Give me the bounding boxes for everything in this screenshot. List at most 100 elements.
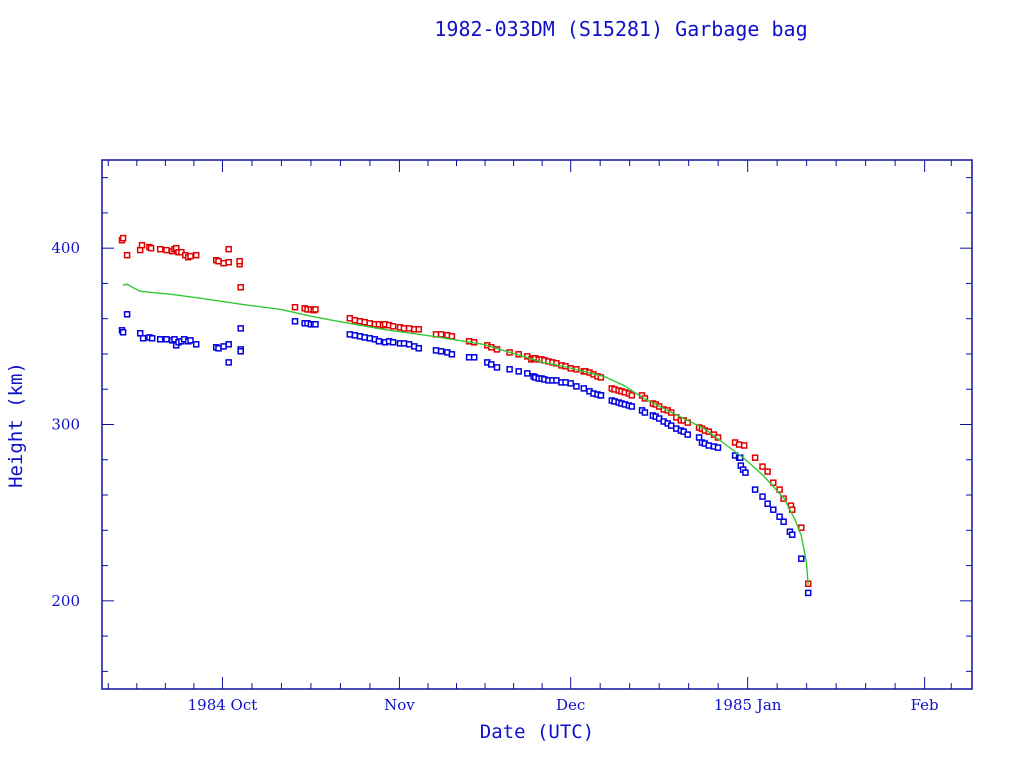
perigee-point <box>389 339 397 346</box>
apogee-point <box>361 318 368 326</box>
perigee-point <box>225 359 232 366</box>
perigee-point <box>375 338 383 345</box>
perigee-point <box>432 347 440 354</box>
apogee-point <box>764 468 771 475</box>
perigee-point <box>405 341 413 348</box>
x-axis-label: Date (UTC) <box>480 721 594 743</box>
perigee-point <box>139 335 147 342</box>
perigee-point <box>553 377 560 384</box>
apogee-point <box>346 315 354 322</box>
apogee-point <box>740 442 748 449</box>
perigee-point <box>742 469 749 476</box>
apogee-point <box>225 245 232 253</box>
apogee-point <box>389 323 397 330</box>
series-perigee <box>118 311 812 597</box>
perigee-point <box>361 334 368 341</box>
apogee-point <box>312 306 319 313</box>
apogee-point <box>437 331 445 338</box>
axis-ticks <box>102 160 972 689</box>
perigee-point <box>437 348 445 355</box>
perigee-point <box>798 555 805 562</box>
perigee-point <box>192 341 200 348</box>
apogee-point <box>770 479 777 486</box>
perigee-point <box>628 403 636 410</box>
y-axis-label: Height (km) <box>5 362 27 488</box>
perigee-point <box>237 348 244 355</box>
apogee-point <box>291 303 299 311</box>
apogee-point <box>220 259 227 267</box>
perigee-point <box>187 337 194 344</box>
apogee-point <box>351 317 359 324</box>
x-tick-label: Dec <box>556 696 585 714</box>
perigee-point <box>506 366 513 373</box>
apogee-point <box>163 246 170 254</box>
perigee-point <box>220 343 227 350</box>
perigee-point <box>470 354 478 361</box>
apogee-point <box>156 245 164 253</box>
apogee-point <box>187 252 194 260</box>
perigee-point <box>714 444 722 451</box>
apogee-point <box>415 326 423 333</box>
apogee-point <box>759 463 766 470</box>
perigee-point <box>123 311 131 318</box>
perigee-point <box>524 370 531 377</box>
perigee-point <box>448 351 456 358</box>
perigee-point <box>764 500 771 507</box>
axis-tick-labels: 200 300 400 1984 Oct Nov Dec 1985 Jan Feb <box>51 239 938 714</box>
perigee-point <box>400 340 408 347</box>
perigee-point <box>493 364 501 371</box>
apogee-point <box>448 333 456 340</box>
chart-title: 1982-033DM (S15281) Garbage bag <box>434 17 807 41</box>
apogee-point <box>119 234 127 242</box>
perigee-point <box>667 422 675 429</box>
mean-height-line <box>122 283 809 585</box>
perigee-point <box>291 318 299 325</box>
y-tick-label: 300 <box>51 416 80 434</box>
apogee-point <box>215 257 222 265</box>
x-tick-label: 1985 Jan <box>714 696 782 714</box>
perigee-point <box>465 354 473 361</box>
apogee-point <box>776 486 783 493</box>
apogee-point <box>628 392 636 399</box>
perigee-point <box>770 506 777 513</box>
perigee-point <box>804 589 812 597</box>
perigee-point <box>312 321 319 328</box>
perigee-point <box>366 335 373 342</box>
perigee-point <box>488 361 495 368</box>
x-tick-label: Feb <box>911 696 939 714</box>
apogee-point <box>405 325 413 332</box>
apogee-point <box>138 241 146 249</box>
perigee-point <box>148 335 156 342</box>
apogee-point <box>147 244 155 252</box>
perigee-point <box>237 325 244 332</box>
perigee-point <box>705 442 713 449</box>
series-apogee <box>118 234 812 587</box>
apogee-point <box>751 454 759 461</box>
apogee-point <box>735 441 743 448</box>
perigee-point <box>573 383 580 390</box>
perigee-point <box>119 329 127 336</box>
apogee-point <box>225 259 232 266</box>
y-tick-label: 200 <box>51 592 80 610</box>
apogee-point <box>400 325 408 332</box>
y-tick-label: 400 <box>51 239 80 257</box>
x-tick-label: 1984 Oct <box>188 696 258 714</box>
perigee-point <box>415 345 423 352</box>
perigee-point <box>562 379 569 386</box>
perigee-point <box>351 332 359 339</box>
apogee-point <box>236 257 243 265</box>
perigee-point <box>751 486 759 493</box>
apogee-point <box>123 251 131 259</box>
perigee-point <box>641 409 649 416</box>
perigee-point <box>780 518 787 525</box>
apogee-point <box>237 284 244 291</box>
apogee-point <box>192 251 200 259</box>
perigee-point <box>776 513 783 520</box>
perigee-point <box>788 531 796 538</box>
perigee-point <box>597 392 605 399</box>
perigee-point <box>163 336 170 343</box>
perigee-point <box>225 341 232 348</box>
perigee-point <box>580 385 588 392</box>
series-mean-height <box>122 283 809 585</box>
